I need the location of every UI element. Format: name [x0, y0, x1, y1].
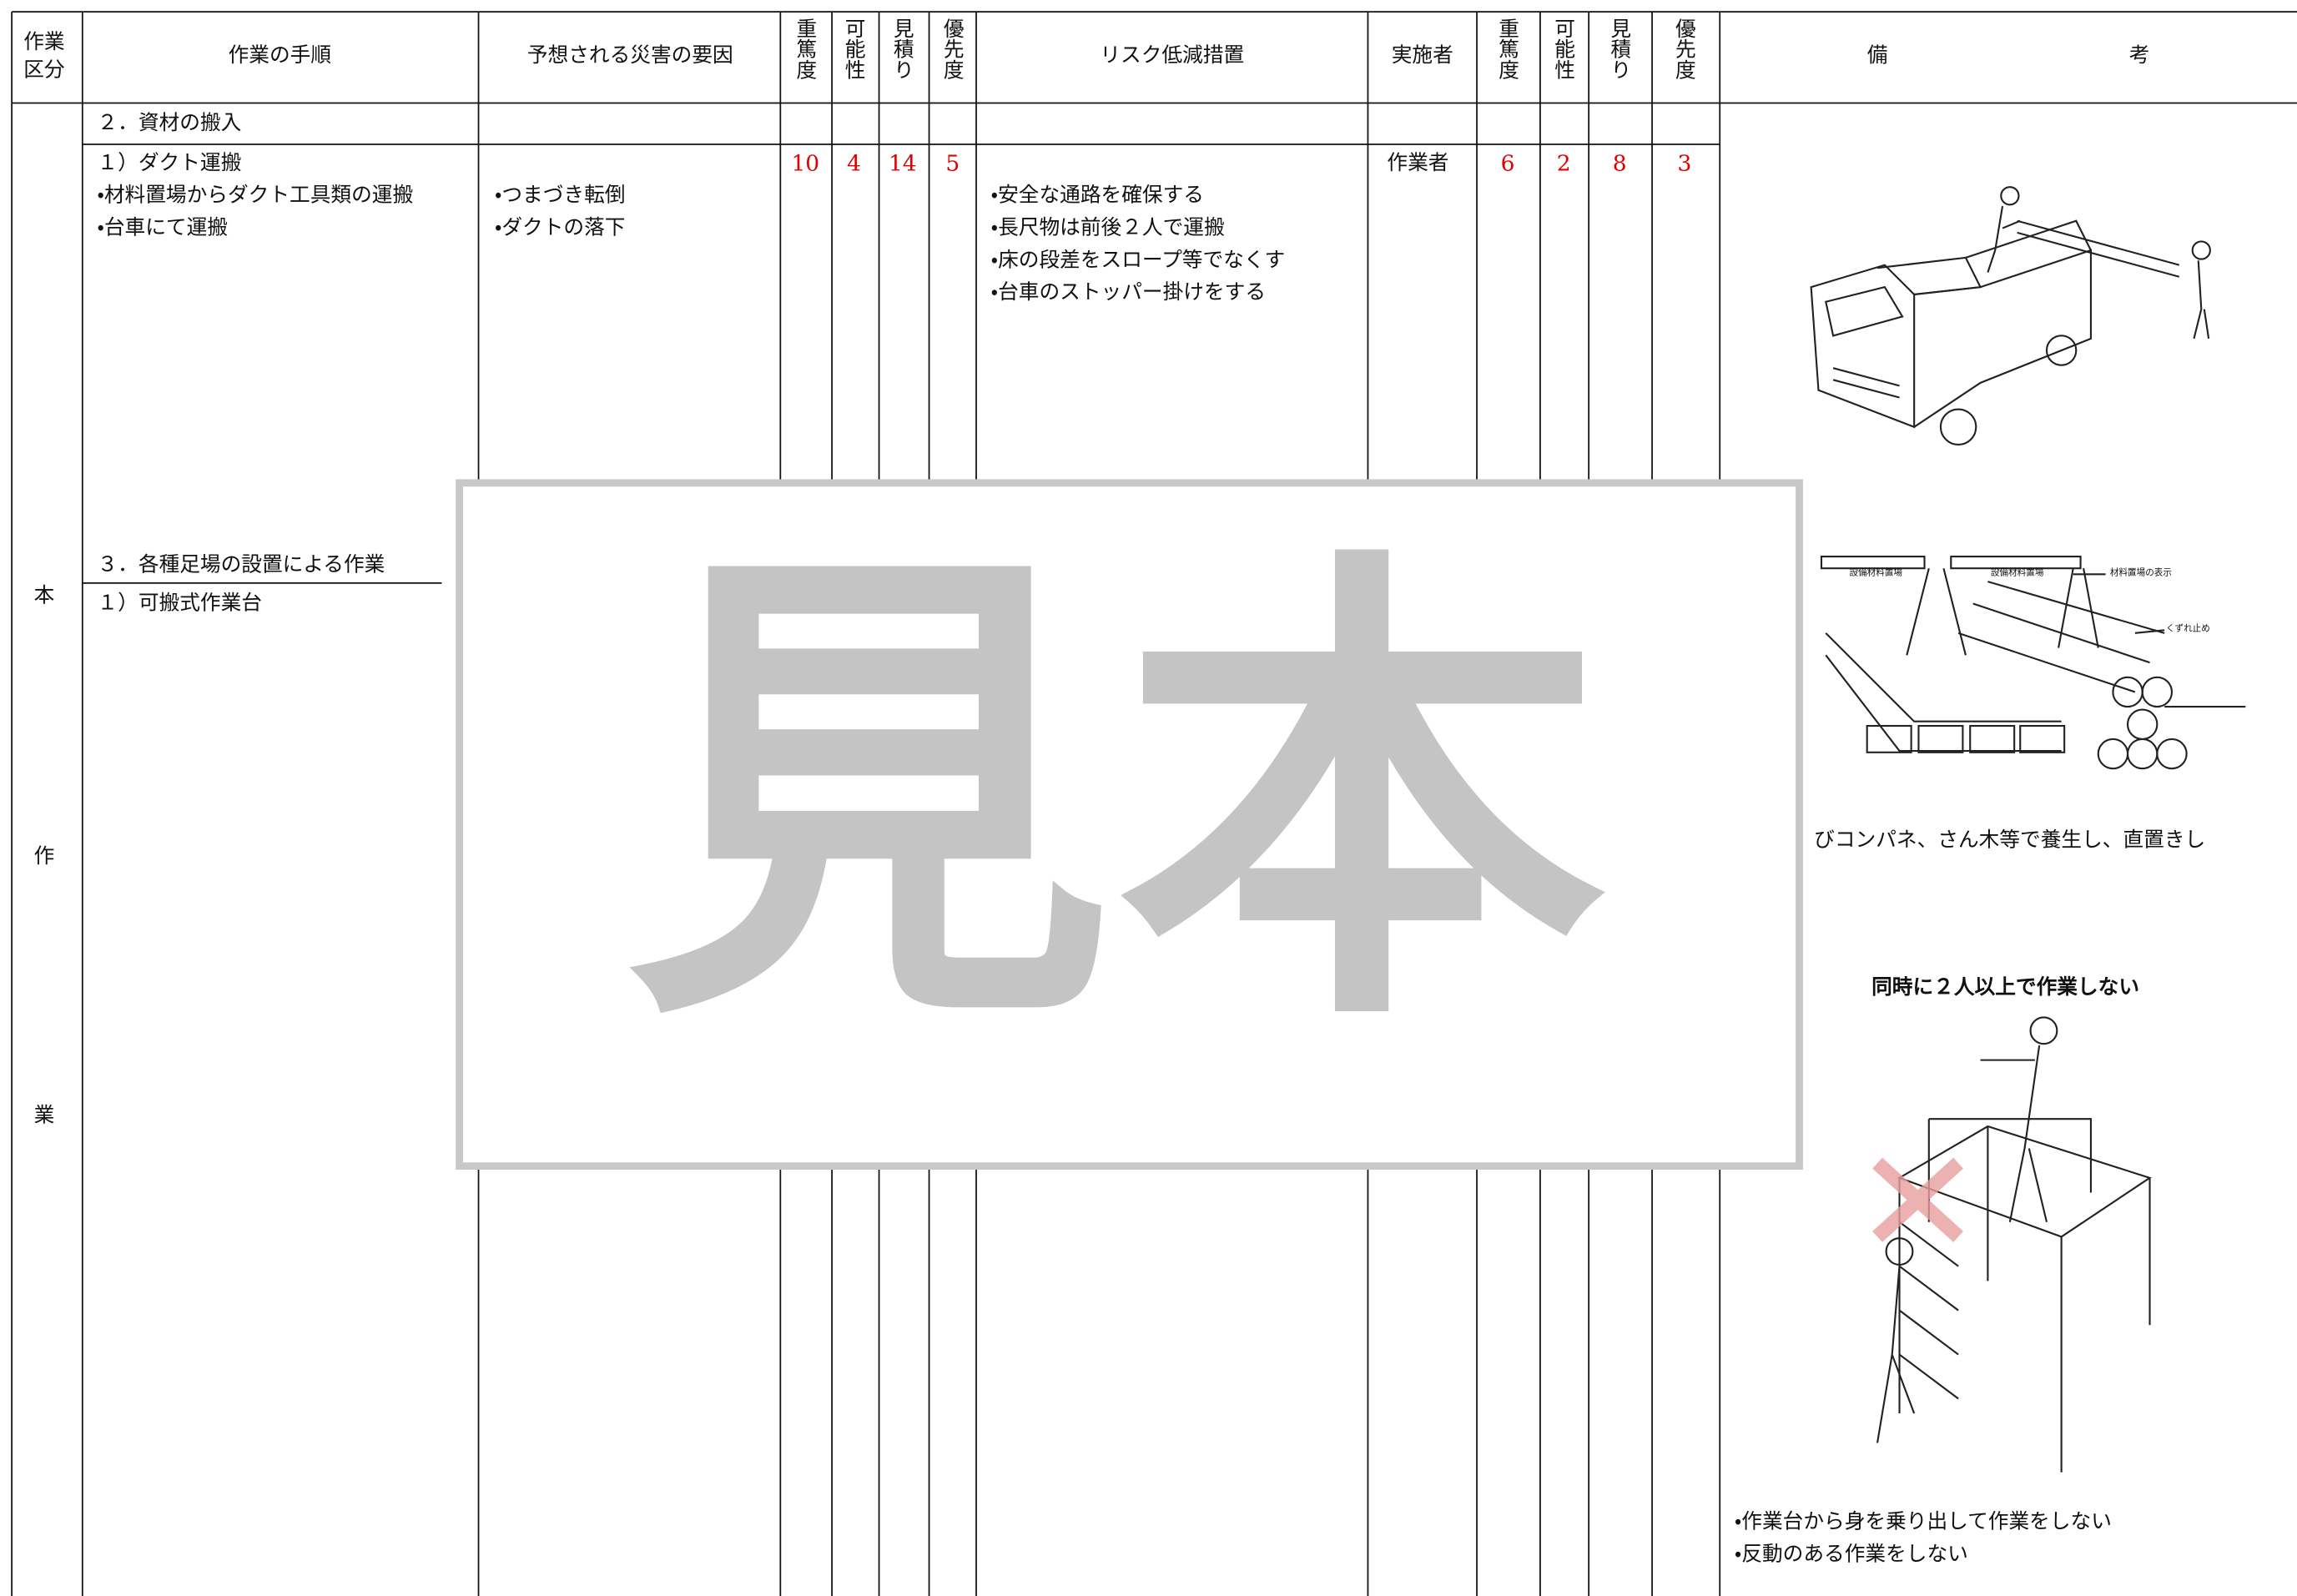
section-title: ２．資材の搬入 — [97, 110, 241, 134]
watermark-box — [456, 479, 1803, 1171]
likelihood-after: 2 — [1557, 151, 1571, 177]
diagram-label: 設備材料置場 — [1991, 566, 2044, 577]
header-priority-after: 優先度 — [1672, 18, 1696, 79]
caution-note: ・反動のある作業をしない — [1735, 1542, 1968, 1566]
measure: ・安全な通路を確保する — [991, 183, 1204, 207]
prohibition-mark — [1872, 1157, 1964, 1242]
procedure: １）ダクト運搬 — [97, 150, 241, 174]
header-category: 作業 — [23, 29, 64, 53]
section-title: ３．各種足場の設置による作業 — [97, 552, 385, 576]
storage-illustration — [1820, 556, 2246, 770]
estimate-after: 8 — [1613, 151, 1627, 177]
header-implementer: 実施者 — [1392, 43, 1453, 67]
measure: ・床の段差をスロープ等でなくす — [991, 247, 1286, 271]
platform-illustration — [1876, 1016, 2152, 1473]
header-estimate-after: 見積り — [1608, 18, 1632, 79]
estimate: 14 — [889, 151, 917, 177]
header-category: 区分 — [23, 58, 65, 82]
severity-after: 6 — [1501, 151, 1515, 177]
measure: ・台車のストッパー掛けをする — [991, 279, 1266, 304]
watermark: 見本 — [626, 514, 1613, 1080]
header-hazard: 予想される災害の要因 — [527, 43, 733, 67]
diagram-label: くずれ止め — [2166, 624, 2210, 634]
header-likelihood-after: 可能性 — [1552, 18, 1576, 79]
diagram-label: 設備材料置場 — [1850, 566, 1903, 577]
truck-illustration — [1810, 186, 2211, 446]
category-label: 本 — [34, 583, 55, 607]
severity: 10 — [791, 151, 819, 177]
implementer: 作業者 — [1387, 150, 1448, 174]
header-estimate: 見積り — [890, 18, 914, 79]
remarks-note: びコンパネ、さん木等で養生し、直置きし — [1814, 828, 2205, 852]
hazard: ・つまづき転倒 — [495, 183, 626, 207]
caution-note: ・作業台から身を乗り出して作業をしない — [1735, 1509, 2112, 1533]
category-label: 業 — [34, 1103, 55, 1127]
procedure: ・台車にて運搬 — [97, 215, 228, 239]
header-procedure: 作業の手順 — [229, 43, 332, 67]
header-priority: 優先度 — [940, 18, 965, 79]
category-label: 作 — [34, 843, 55, 868]
priority-after: 3 — [1677, 151, 1691, 177]
hazard: ・ダクトの落下 — [495, 215, 626, 239]
diagram-label: 材料置場の表示 — [2110, 566, 2172, 577]
header-severity: 重篤度 — [793, 18, 818, 79]
header-remarks: 備考 — [1867, 43, 2150, 67]
header-severity-after: 重篤度 — [1496, 18, 1520, 79]
caution-title: 同時に２人以上で作業しない — [1871, 974, 2139, 999]
procedure: １）可搬式作業台 — [97, 591, 262, 615]
header-measures: リスク低減措置 — [1100, 43, 1244, 67]
measure: ・長尺物は前後２人で運搬 — [991, 215, 1225, 239]
likelihood: 4 — [847, 151, 861, 177]
procedure: ・材料置場からダクト工具類の運搬 — [97, 183, 413, 207]
header-likelihood: 可能性 — [842, 18, 866, 79]
priority: 5 — [945, 151, 960, 177]
